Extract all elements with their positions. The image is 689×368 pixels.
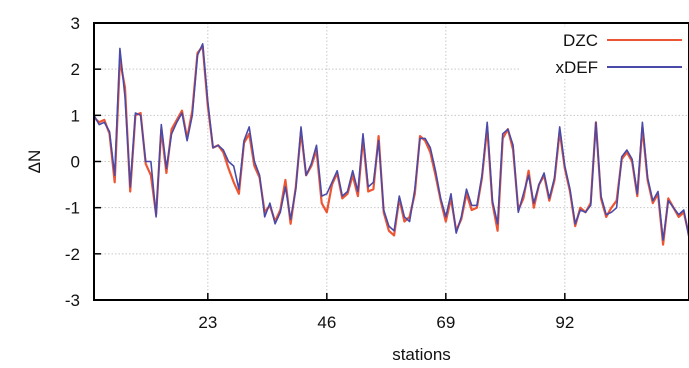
- y-tick-label: -3: [65, 291, 80, 310]
- x-axis-title: stations: [392, 345, 451, 364]
- legend: DZC xDEF: [520, 27, 686, 77]
- series-line-xdef: [93, 42, 689, 241]
- legend-label-xdef: xDEF: [556, 58, 599, 77]
- series-layer: [93, 42, 689, 246]
- legend-background: [520, 27, 686, 77]
- y-tick-label: 2: [71, 60, 80, 79]
- x-tick-label: 23: [198, 313, 217, 332]
- y-tick-label: -1: [65, 199, 80, 218]
- legend-label-dzc: DZC: [563, 31, 598, 50]
- x-tick-label: 92: [555, 313, 574, 332]
- x-tick-label: 69: [436, 313, 455, 332]
- y-tick-labels: -3 -2 -1 0 1 2 3: [65, 14, 80, 310]
- x-tick-label: 46: [317, 313, 336, 332]
- x-tick-labels: 23 46 69 92: [198, 313, 574, 332]
- y-tick-label: -2: [65, 245, 80, 264]
- axis-ticks: [94, 22, 566, 301]
- y-tick-label: 1: [71, 106, 80, 125]
- y-tick-label: 0: [71, 153, 80, 172]
- y-tick-label: 3: [71, 14, 80, 33]
- y-axis-title: ΔN: [25, 150, 44, 174]
